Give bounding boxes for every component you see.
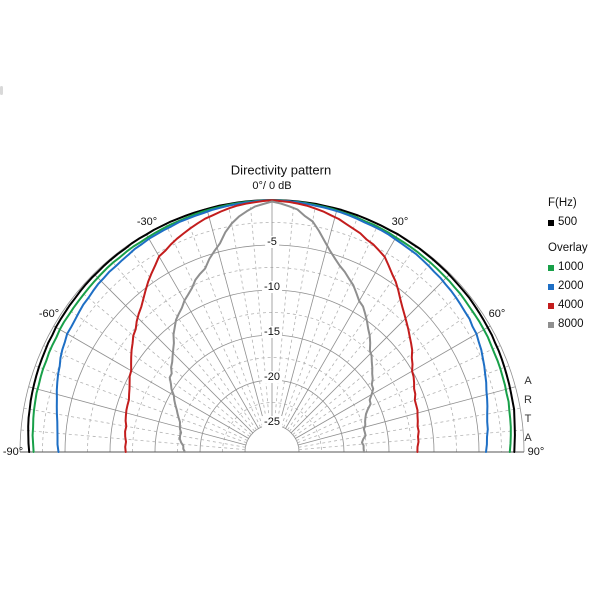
grid-radial--15deg xyxy=(206,208,266,427)
legend-label-4000: 4000 xyxy=(558,299,584,311)
grid-radial-55deg xyxy=(293,307,479,437)
grid-radial-65deg xyxy=(296,345,501,441)
grid-circle--17.5db xyxy=(177,357,367,453)
grid-radial--30deg xyxy=(145,233,259,429)
legend-label-500: 500 xyxy=(558,216,578,228)
angle-label-pos60: 60° xyxy=(488,308,506,320)
grid-radial-15deg xyxy=(278,208,338,427)
grid-radial-60deg xyxy=(295,325,491,439)
grid-radial--60deg xyxy=(53,325,249,439)
grid-radial--20deg xyxy=(185,215,264,427)
grid-radial--55deg xyxy=(65,307,251,437)
angle-label-pos90: 90° xyxy=(527,446,545,458)
grid-radial-25deg xyxy=(283,223,379,428)
legend-item-4000: 4000 xyxy=(548,296,588,315)
grid-radial--70deg xyxy=(35,365,247,444)
legend-swatch-8000 xyxy=(548,321,554,328)
grid-radial--35deg xyxy=(127,245,257,431)
legend-freq-heading: F(Hz) xyxy=(548,197,577,209)
db-tick-minus25: -25 xyxy=(262,416,282,428)
legend-label-1000: 1000 xyxy=(558,261,584,273)
edge-artifact xyxy=(0,86,3,95)
grid-radial-20deg xyxy=(280,215,359,427)
grid-radial-30deg xyxy=(285,233,399,429)
grid-radial--75deg xyxy=(28,386,247,446)
grid-radial-50deg xyxy=(292,289,466,435)
grid-radial-75deg xyxy=(297,386,516,446)
db-tick-minus5: -5 xyxy=(265,236,279,248)
curve-8000hz xyxy=(168,200,375,453)
legend-item-500: 500 xyxy=(548,213,588,232)
legend-swatch-500 xyxy=(548,219,554,226)
apex-label: 0°/ 0 dB xyxy=(252,180,292,192)
arta-watermark: ARTA xyxy=(522,375,534,451)
grid-radial-5deg xyxy=(273,200,295,426)
grid-radial-40deg xyxy=(289,258,435,432)
grid-radial--40deg xyxy=(109,258,255,432)
grid-radial--5deg xyxy=(249,200,271,426)
legend-item-2000: 2000 xyxy=(548,277,588,296)
legend: F(Hz) 500 Overlay 1000 2000 4000 8000 xyxy=(548,196,588,334)
legend-swatch-2000 xyxy=(548,283,554,290)
grid-radial-85deg xyxy=(298,429,524,451)
grid-circle--22.5db xyxy=(222,402,322,453)
legend-item-8000: 8000 xyxy=(548,315,588,334)
angle-label-neg90: -90° xyxy=(2,446,24,458)
grid-circle--12.5db xyxy=(132,312,412,453)
legend-swatch-1000 xyxy=(548,264,554,271)
angle-label-pos30: 30° xyxy=(391,216,409,228)
grid-radial--25deg xyxy=(165,223,261,428)
legend-overlay-heading: Overlay xyxy=(548,242,588,254)
grid-radial-70deg xyxy=(297,365,509,444)
grid-radial--80deg xyxy=(23,407,246,448)
legend-swatch-4000 xyxy=(548,302,554,309)
grid-radial--10deg xyxy=(227,203,268,426)
grid-radial--65deg xyxy=(43,345,248,441)
grid-radial-80deg xyxy=(298,407,521,448)
grid-radial--50deg xyxy=(78,289,252,435)
legend-label-2000: 2000 xyxy=(558,280,584,292)
legend-item-1000: 1000 xyxy=(548,258,588,277)
db-tick-minus20: -20 xyxy=(262,371,282,383)
curve-4000hz xyxy=(124,199,420,453)
db-tick-minus15: -15 xyxy=(262,326,282,338)
legend-label-8000: 8000 xyxy=(558,318,584,330)
angle-label-neg60: -60° xyxy=(38,308,60,320)
angle-label-neg30: -30° xyxy=(136,216,158,228)
chart-title: Directivity pattern xyxy=(230,162,332,178)
db-tick-minus10: -10 xyxy=(262,281,282,293)
grid-radial-10deg xyxy=(276,203,317,426)
grid-radial-35deg xyxy=(287,245,417,431)
